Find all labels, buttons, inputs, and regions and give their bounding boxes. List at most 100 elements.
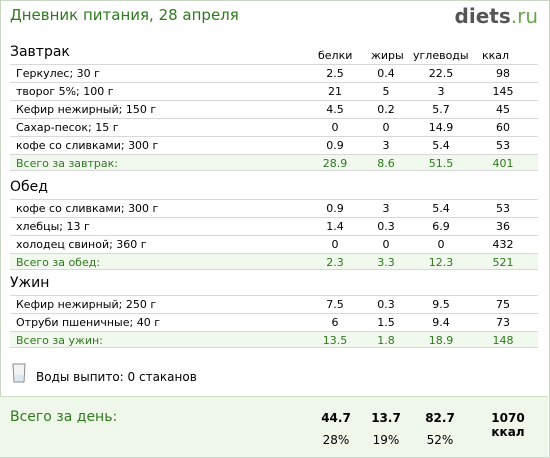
value-carbs: 12.3: [428, 256, 454, 269]
meal-total-row: Всего за обед: 2.3 3.3 12.3 521: [10, 253, 538, 270]
value-fat: 0.4: [377, 67, 395, 80]
value-kcal: 53: [496, 202, 510, 215]
value-protein: 2.3: [326, 256, 344, 269]
value-carbs: 5.7: [432, 103, 450, 116]
value-protein: 1.4: [326, 220, 344, 233]
site-logo[interactable]: diets.ru: [455, 4, 538, 28]
value-carbs: 22.5: [428, 67, 454, 80]
value-protein: 0.9: [326, 139, 344, 152]
value-kcal: 432: [492, 238, 514, 251]
value-fat: 0.3: [377, 220, 395, 233]
meal-title: Ужин: [10, 275, 50, 291]
food-row[interactable]: Отруби пшеничные; 40 г 6 1.5 9.4 73: [10, 313, 538, 330]
food-row[interactable]: Кефир нежирный; 250 г 7.5 0.3 9.5 75: [10, 295, 538, 312]
food-row[interactable]: творог 5%; 100 г 21 5 3 145: [10, 82, 538, 99]
food-name: Кефир нежирный; 150 г: [16, 103, 157, 116]
glass-icon[interactable]: [12, 363, 26, 383]
value-kcal: 60: [496, 121, 510, 134]
food-name: кофе со сливками; 300 г: [16, 202, 159, 215]
value-protein: 0.9: [326, 202, 344, 215]
value-fat: 0.3: [377, 298, 395, 311]
value-protein: 6: [331, 316, 339, 329]
value-carbs: 3: [437, 85, 445, 98]
value-protein: 21: [328, 85, 342, 98]
value-fat: 3: [382, 202, 390, 215]
page-title: Дневник питания, 28 апреля: [10, 6, 239, 24]
day-protein: 44.7: [321, 411, 351, 425]
value-protein: 28.9: [322, 157, 348, 170]
value-fat: 0: [382, 238, 390, 251]
day-summary: Всего за день: 44.7 13.7 82.7 1070 ккал …: [0, 396, 548, 457]
value-fat: 3: [382, 139, 390, 152]
value-kcal: 75: [496, 298, 510, 311]
value-fat: 0.2: [377, 103, 395, 116]
value-protein: 4.5: [326, 103, 344, 116]
value-kcal: 145: [492, 85, 514, 98]
logo-tld: ru: [517, 4, 538, 28]
day-kcal: 1070 ккал: [491, 411, 525, 439]
value-carbs: 14.9: [428, 121, 454, 134]
value-fat: 5: [382, 85, 390, 98]
food-row[interactable]: Геркулес; 30 г 2.5 0.4 22.5 98: [10, 64, 538, 81]
food-row[interactable]: Кефир нежирный; 150 г 4.5 0.2 5.7 45: [10, 100, 538, 117]
day-fat-pct: 19%: [372, 433, 400, 447]
food-row[interactable]: кофе со сливками; 300 г 0.9 3 5.4 53: [10, 136, 538, 153]
food-row[interactable]: хлебцы; 13 г 1.4 0.3 6.9 36: [10, 217, 538, 234]
food-name: Отруби пшеничные; 40 г: [16, 316, 160, 329]
food-name: Геркулес; 30 г: [16, 67, 100, 80]
value-protein: 13.5: [322, 334, 348, 347]
value-carbs: 5.4: [432, 139, 450, 152]
value-fat: 1.5: [377, 316, 395, 329]
food-name: хлебцы; 13 г: [16, 220, 90, 233]
value-carbs: 9.5: [432, 298, 450, 311]
value-carbs: 18.9: [428, 334, 454, 347]
value-protein: 0: [331, 121, 339, 134]
value-fat: 3.3: [377, 256, 395, 269]
day-protein-pct: 28%: [322, 433, 350, 447]
logo-dot: .: [510, 4, 518, 28]
value-kcal: 521: [492, 256, 514, 269]
value-kcal: 73: [496, 316, 510, 329]
column-header-carbs: углеводы: [413, 49, 469, 62]
value-carbs: 9.4: [432, 316, 450, 329]
value-protein: 2.5: [326, 67, 344, 80]
meal-total-label: Всего за ужин:: [16, 334, 103, 347]
value-kcal: 45: [496, 103, 510, 116]
food-name: творог 5%; 100 г: [16, 85, 114, 98]
column-header-fat: жиры: [371, 49, 404, 62]
meal-title: Завтрак: [10, 44, 70, 60]
value-kcal: 148: [492, 334, 514, 347]
food-name: Кефир нежирный; 250 г: [16, 298, 157, 311]
value-kcal: 53: [496, 139, 510, 152]
meal-total-label: Всего за завтрак:: [16, 157, 119, 170]
day-carbs: 82.7: [425, 411, 455, 425]
value-fat: 1.8: [377, 334, 395, 347]
logo-brand: diets: [454, 4, 511, 28]
column-header-protein: белки: [318, 49, 353, 62]
day-carbs-pct: 52%: [426, 433, 454, 447]
food-name: холодец свиной; 360 г: [16, 238, 147, 251]
value-carbs: 6.9: [432, 220, 450, 233]
food-row[interactable]: Сахар-песок; 15 г 0 0 14.9 60: [10, 118, 538, 135]
meal-total-row: Всего за ужин: 13.5 1.8 18.9 148: [10, 331, 538, 348]
meal-total-row: Всего за завтрак: 28.9 8.6 51.5 401: [10, 154, 538, 171]
day-fat: 13.7: [371, 411, 401, 425]
value-fat: 0: [382, 121, 390, 134]
food-name: кофе со сливками; 300 г: [16, 139, 159, 152]
food-row[interactable]: кофе со сливками; 300 г 0.9 3 5.4 53: [10, 199, 538, 216]
column-header-kcal: ккал: [482, 49, 510, 62]
food-row[interactable]: холодец свиной; 360 г 0 0 0 432: [10, 235, 538, 252]
value-kcal: 36: [496, 220, 510, 233]
water-label: Воды выпито: 0 стаканов: [36, 370, 197, 384]
meal-total-label: Всего за обед:: [16, 256, 101, 269]
value-carbs: 5.4: [432, 202, 450, 215]
value-carbs: 51.5: [428, 157, 454, 170]
value-protein: 7.5: [326, 298, 344, 311]
value-protein: 0: [331, 238, 339, 251]
value-carbs: 0: [437, 238, 445, 251]
food-name: Сахар-песок; 15 г: [16, 121, 119, 134]
value-kcal: 401: [492, 157, 514, 170]
value-kcal: 98: [496, 67, 510, 80]
day-total-label: Всего за день:: [10, 409, 118, 425]
meal-title: Обед: [10, 179, 48, 195]
